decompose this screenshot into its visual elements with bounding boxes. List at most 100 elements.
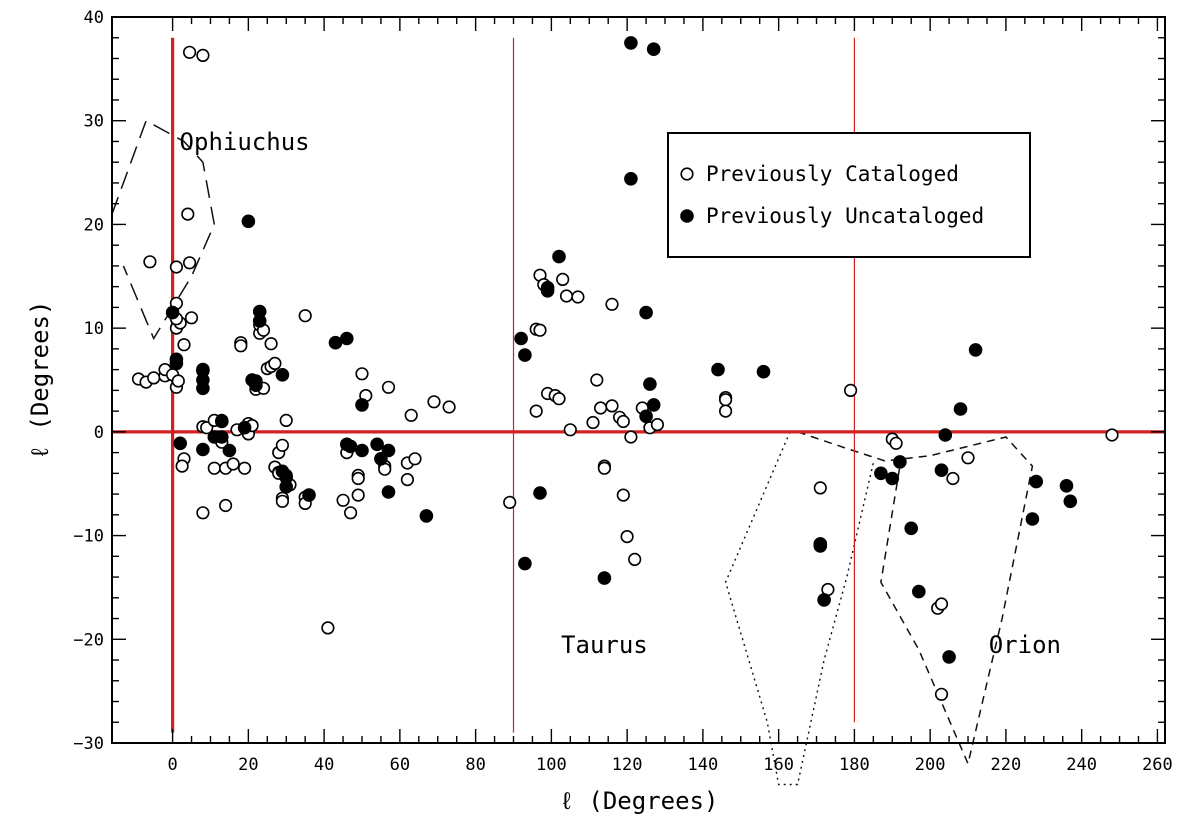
uncataloged-point-23 [279, 479, 293, 494]
uncataloged-point-24 [302, 488, 316, 502]
cataloged-point-13 [196, 48, 210, 63]
uncataloged-point-3 [173, 436, 187, 451]
uncataloged-point-62 [938, 428, 953, 442]
cataloged-point-16 [177, 338, 191, 352]
cataloged-point-93 [586, 415, 600, 430]
outline-2 [797, 431, 1034, 767]
constellation-outlines [111, 119, 1034, 786]
uncataloged-point-14 [241, 214, 256, 229]
region-labels: Ophiuchus Taurus Orion [180, 128, 1061, 659]
x-tick-label: 80 [465, 755, 485, 775]
uncataloged-point-43 [597, 571, 612, 585]
cataloged-point-59 [298, 309, 312, 323]
cataloged-point-8 [143, 255, 157, 269]
cataloged-point-108 [650, 418, 665, 432]
cataloged-point-115 [843, 383, 858, 398]
x-tick-label: 140 [688, 755, 719, 775]
uncataloged-point-25 [328, 335, 343, 350]
uncataloged-point-10 [215, 430, 229, 444]
cataloged-point-69 [355, 367, 369, 381]
uncataloged-point-12 [222, 443, 237, 458]
x-axis-title: ℓ (Degrees) [560, 787, 719, 815]
uncataloged-point-8 [196, 442, 210, 457]
uncataloged-point-51 [711, 362, 725, 377]
uncataloged-point-45 [624, 172, 638, 186]
cataloged-point-31 [219, 498, 233, 513]
x-tick-label: 0 [167, 755, 177, 775]
uncataloged-point-13 [237, 420, 252, 435]
uncataloged-point-36 [514, 331, 528, 346]
legend: Previously Cataloged Previously Uncatalo… [667, 132, 1031, 258]
cataloged-point-23 [196, 506, 210, 520]
cataloged-point-62 [321, 621, 335, 635]
uncataloged-point-59 [904, 521, 918, 536]
uncataloged-point-41 [540, 283, 555, 298]
y-tick-label: 20 [84, 215, 104, 235]
cataloged-point-36 [238, 461, 252, 475]
cataloged-point-79 [442, 400, 456, 414]
cataloged-point-95 [593, 401, 608, 415]
cataloged-point-35 [234, 339, 248, 353]
x-tick-label: 120 [612, 755, 643, 775]
cataloged-point-68 [351, 488, 365, 502]
uncataloged-point-38 [518, 556, 532, 571]
data-points [131, 36, 1119, 701]
uncataloged-point-31 [370, 437, 384, 452]
x-tick-label: 60 [390, 755, 410, 775]
uncataloged-point-17 [249, 378, 263, 392]
cataloged-point-92 [571, 290, 585, 304]
uncataloged-point-63 [942, 650, 956, 664]
uncataloged-point-7 [196, 381, 210, 396]
uncataloged-point-39 [533, 486, 547, 500]
cataloged-point-102 [616, 488, 630, 502]
legend-box [667, 132, 1031, 258]
uncataloged-point-64 [953, 402, 968, 416]
uncataloged-point-54 [813, 539, 828, 553]
uncataloged-point-44 [624, 36, 638, 50]
uncataloged-point-37 [518, 348, 532, 362]
cataloged-point-89 [556, 272, 570, 287]
y-tick-label: −30 [73, 734, 104, 754]
cataloged-point-80 [503, 495, 517, 510]
cataloged-point-111 [718, 404, 733, 418]
plot-frame [111, 16, 1166, 744]
uncataloged-point-56 [874, 466, 888, 481]
y-axis-title: ℓ (Degrees) [26, 301, 54, 460]
cataloged-point-53 [275, 438, 290, 452]
cataloged-point-123 [1105, 428, 1119, 442]
uncataloged-point-48 [639, 409, 653, 424]
cataloged-point-74 [400, 473, 415, 487]
cataloged-point-81 [529, 404, 543, 418]
cataloged-point-56 [279, 413, 293, 428]
cataloged-point-91 [563, 423, 577, 437]
uncataloged-point-26 [339, 331, 354, 346]
cataloged-point-65 [344, 506, 358, 520]
uncataloged-point-52 [756, 364, 771, 379]
cataloged-point-110 [718, 393, 733, 407]
uncataloged-point-46 [646, 42, 661, 56]
uncataloged-point-42 [552, 249, 566, 264]
cataloged-point-63 [336, 493, 350, 507]
cataloged-point-88 [552, 392, 566, 406]
outline-1 [724, 431, 874, 786]
y-tick-label: −20 [73, 630, 104, 650]
cataloged-point-48 [268, 356, 282, 371]
cataloged-point-78 [427, 395, 441, 409]
cataloged-point-12 [183, 45, 197, 59]
x-tick-label: 100 [536, 755, 567, 775]
cataloged-point-112 [813, 481, 827, 495]
legend-marker-uncataloged [680, 209, 694, 223]
cataloged-point-101 [616, 414, 630, 429]
cataloged-point-103 [620, 529, 634, 544]
uncataloged-point-2 [169, 356, 184, 371]
outline-0 [111, 119, 216, 341]
uncataloged-point-35 [419, 509, 434, 523]
x-tick-label: 200 [915, 755, 946, 775]
uncataloged-point-57 [885, 471, 900, 486]
region-label-taurus: Taurus [561, 631, 648, 659]
cataloged-point-90 [559, 289, 574, 303]
uncataloged-point-60 [911, 584, 926, 599]
uncataloged-point-69 [1063, 494, 1078, 509]
x-tick-label: 240 [1066, 755, 1097, 775]
cataloged-point-55 [275, 494, 290, 508]
